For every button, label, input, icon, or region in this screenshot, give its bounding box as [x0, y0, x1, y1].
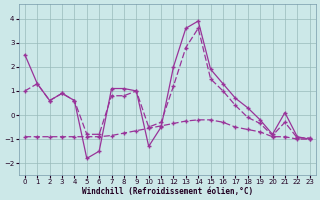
X-axis label: Windchill (Refroidissement éolien,°C): Windchill (Refroidissement éolien,°C): [82, 187, 253, 196]
